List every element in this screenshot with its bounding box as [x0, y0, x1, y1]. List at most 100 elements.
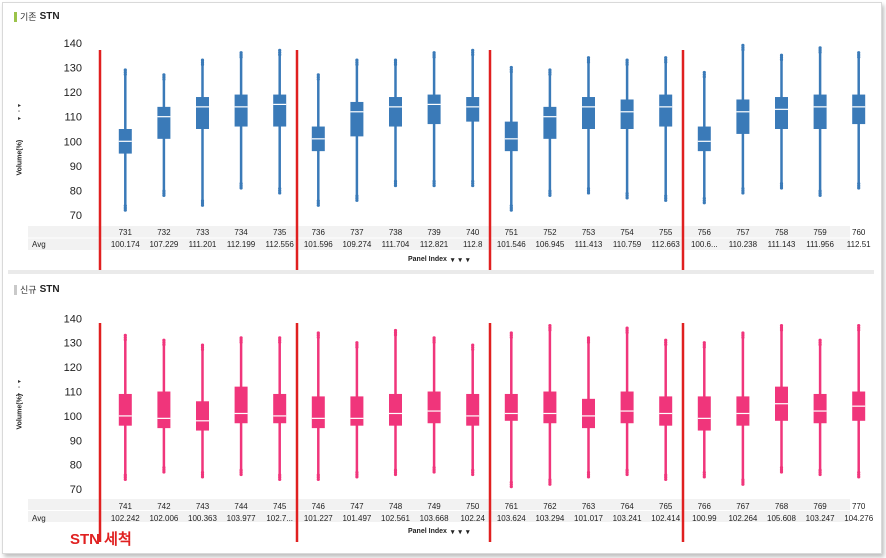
chevron-down-icon[interactable]: ▾ [465, 529, 470, 536]
chevron-down-icon[interactable]: ▾ [458, 257, 462, 264]
outlier-point [509, 70, 513, 74]
outlier-point [548, 482, 552, 486]
category-label: 735 [273, 228, 287, 237]
outlier-point [316, 475, 320, 479]
outlier-point [200, 345, 205, 349]
avg-value-label: 112.556 [266, 240, 295, 249]
category-label: 768 [775, 502, 789, 511]
outlier-point [702, 201, 706, 205]
outlier-point [432, 338, 436, 342]
box [273, 393, 287, 424]
outlier-point [625, 470, 629, 474]
outlier-point [123, 206, 127, 210]
outlier-point [625, 58, 629, 62]
category-label: 766 [698, 502, 712, 511]
top-axis-controls[interactable]: ▸ ▫ ▸ [18, 103, 22, 122]
outlier-point [857, 326, 861, 330]
top-panel-index-control[interactable]: Panel Index ▾ ▾ ▾ [408, 256, 469, 264]
outlier-point [162, 466, 166, 470]
avg-value-label: 103.668 [420, 514, 449, 523]
outlier-point [702, 70, 706, 75]
outlier-point [818, 193, 822, 198]
box [389, 393, 402, 426]
outlier-point [625, 191, 629, 196]
box [234, 386, 248, 424]
outlier-point [741, 45, 745, 50]
chevron-down-icon[interactable]: ▾ [450, 257, 455, 264]
chevron-down-icon[interactable]: ▾ [465, 257, 470, 264]
avg-value-label: 111.201 [189, 240, 217, 249]
avg-value-label: 101.497 [342, 514, 371, 523]
outlier-point [432, 51, 436, 55]
box [118, 393, 132, 426]
bottom-panel-index-control[interactable]: Panel Index ▾ ▾ ▾ [408, 528, 469, 536]
chevron-down-icon[interactable]: ▾ [450, 529, 455, 536]
category-label: 753 [582, 228, 596, 237]
outlier-point [123, 333, 127, 337]
outlier-point [548, 189, 552, 193]
box [427, 94, 441, 125]
avg-value-label: 102.24 [460, 514, 485, 523]
outlier-point [741, 333, 745, 337]
y-tick-label: 70 [70, 484, 82, 496]
category-label: 734 [234, 228, 248, 237]
outlier-point [200, 475, 205, 479]
outlier-point [586, 60, 591, 64]
outlier-point [123, 475, 127, 479]
outlier-point [586, 56, 591, 60]
outlier-point [316, 75, 320, 79]
outlier-point [857, 475, 861, 479]
outlier-point [278, 50, 282, 55]
category-label: 759 [813, 228, 827, 237]
outlier-point [239, 182, 243, 186]
y-tick-label: 100 [64, 136, 82, 148]
chevron-down-icon[interactable]: ▾ [458, 529, 462, 536]
outlier-point [741, 191, 745, 195]
outlier-point [818, 343, 822, 347]
avg-value-label: 110.759 [613, 240, 642, 249]
category-label: 739 [427, 228, 441, 237]
outlier-point [702, 73, 706, 77]
outlier-point [316, 199, 320, 203]
outlier-point [664, 343, 668, 347]
avg-value-label: 103.977 [227, 514, 256, 523]
outlier-point [239, 470, 243, 474]
avg-value-label: 102.242 [111, 514, 140, 523]
outlier-point [625, 60, 629, 64]
y-tick-label: 120 [64, 362, 82, 374]
outlier-point [239, 468, 243, 472]
y-tick-label: 140 [64, 38, 82, 50]
box [466, 97, 480, 122]
outlier-point [779, 58, 784, 62]
outlier-point [200, 203, 205, 207]
outlier-point [548, 324, 552, 328]
outlier-point [586, 191, 591, 195]
outlier-point [239, 338, 243, 342]
category-label: 737 [350, 228, 364, 237]
outlier-point [393, 181, 398, 185]
outlier-point [548, 326, 552, 330]
outlier-point [123, 208, 127, 212]
avg-value-label: 105.608 [767, 514, 796, 523]
outlier-point [779, 324, 784, 328]
category-label: 742 [157, 502, 171, 511]
title-accent [14, 284, 17, 295]
bottom-axis-controls[interactable]: ▸ ▫ ▸ [18, 379, 22, 398]
outlier-point [393, 62, 398, 67]
category-label: 756 [698, 228, 712, 237]
avg-value-label: 112.821 [420, 240, 449, 249]
outlier-point [200, 470, 205, 475]
y-tick-label: 70 [70, 210, 82, 222]
outlier-point [200, 58, 205, 62]
outlier-point [316, 201, 320, 205]
outlier-point [393, 472, 398, 477]
outlier-point [818, 472, 822, 477]
outlier-point [857, 328, 861, 332]
outlier-point [393, 470, 398, 474]
outlier-point [702, 196, 706, 200]
avg-value-label: 100.6... [691, 240, 718, 249]
avg-value-label: 102.7... [266, 514, 293, 523]
outlier-point [664, 473, 668, 477]
outlier-point [123, 336, 127, 340]
